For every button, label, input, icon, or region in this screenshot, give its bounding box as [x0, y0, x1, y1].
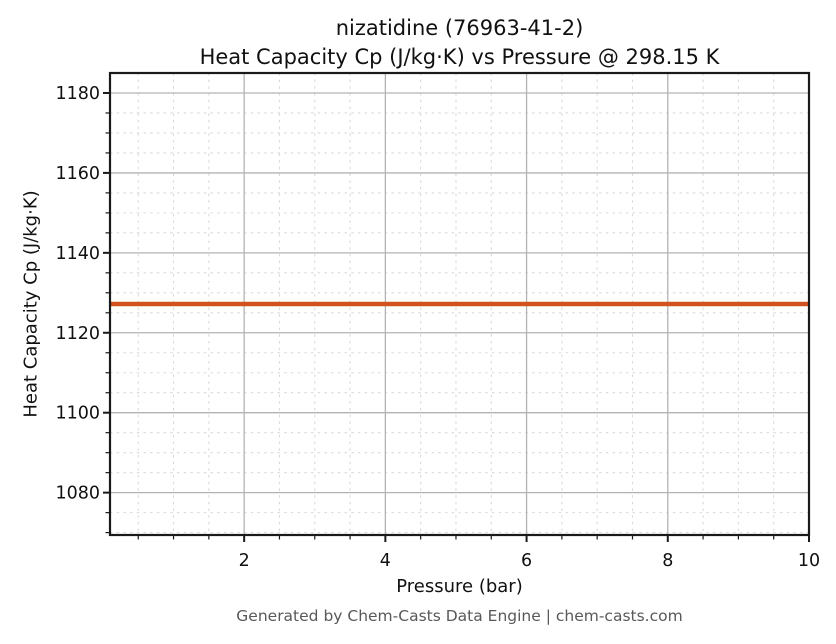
y-tick-label: 1100	[55, 404, 100, 424]
plot-frame	[108, 71, 811, 537]
y-tick-label: 1140	[55, 244, 100, 264]
x-tick-label: 10	[798, 551, 820, 571]
y-tick-label: 1080	[55, 484, 100, 504]
chart-title-line1: nizatidine (76963-41-2)	[335, 16, 584, 40]
x-tick-label: 2	[239, 551, 250, 571]
x-tick-label: 6	[521, 551, 532, 571]
chart-title-line2: Heat Capacity Cp (J/kg·K) vs Pressure @ …	[199, 45, 720, 69]
x-tick-label: 4	[380, 551, 391, 571]
y-tick-label: 1120	[55, 324, 100, 344]
chart-title: nizatidine (76963-41-2) Heat Capacity Cp…	[110, 14, 809, 72]
y-tick-label: 1160	[55, 164, 100, 184]
x-axis-label: Pressure (bar)	[396, 576, 523, 597]
x-tick-label: 8	[662, 551, 673, 571]
y-axis-label: Heat Capacity Cp (J/kg·K)	[20, 190, 42, 418]
footer-credit: Generated by Chem-Casts Data Engine | ch…	[236, 607, 683, 625]
y-tick-label: 1180	[55, 84, 100, 104]
